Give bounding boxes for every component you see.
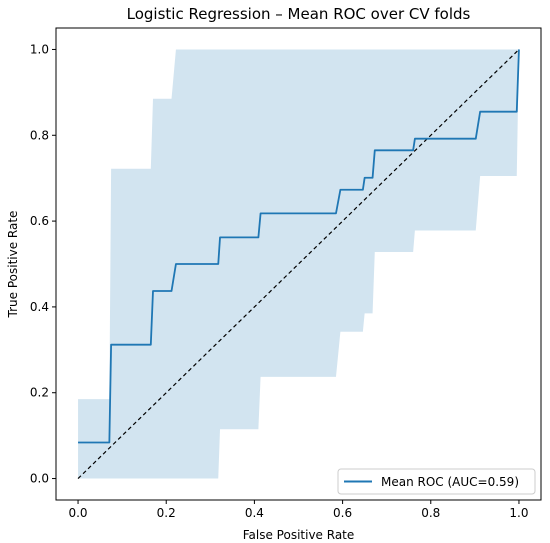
- x-tick-label: 0.4: [245, 506, 264, 520]
- legend-label: Mean ROC (AUC=0.59): [381, 475, 519, 489]
- plot-frame: [55, 27, 542, 501]
- legend: Mean ROC (AUC=0.59): [337, 468, 536, 495]
- y-axis-label: True Positive Rate: [6, 211, 20, 319]
- x-tick-label: 0.0: [68, 506, 87, 520]
- y-tick-label: 0.0: [30, 472, 49, 486]
- plot-area: [77, 49, 520, 479]
- chance-diagonal-line: [77, 49, 520, 479]
- y-tick-label: 0.8: [30, 128, 49, 142]
- x-tick-label: 0.8: [421, 506, 440, 520]
- x-axis: 0.0 0.2 0.4 0.6 0.8 1.0: [68, 500, 529, 520]
- x-tick-label: 0.6: [333, 506, 352, 520]
- y-axis: 0.0 0.2 0.4 0.6 0.8 1.0: [30, 42, 56, 486]
- y-tick-label: 0.6: [30, 214, 49, 228]
- std-band: [78, 49, 519, 479]
- legend-box: [337, 468, 536, 495]
- x-tick-label: 1.0: [509, 506, 528, 520]
- x-axis-label: False Positive Rate: [243, 528, 355, 542]
- y-tick-label: 0.4: [30, 300, 49, 314]
- y-tick-label: 0.2: [30, 386, 49, 400]
- chart-title: Logistic Regression – Mean ROC over CV f…: [127, 5, 471, 23]
- x-tick-label: 0.2: [157, 506, 176, 520]
- series-line-0: [78, 49, 520, 444]
- y-tick-label: 1.0: [30, 42, 49, 56]
